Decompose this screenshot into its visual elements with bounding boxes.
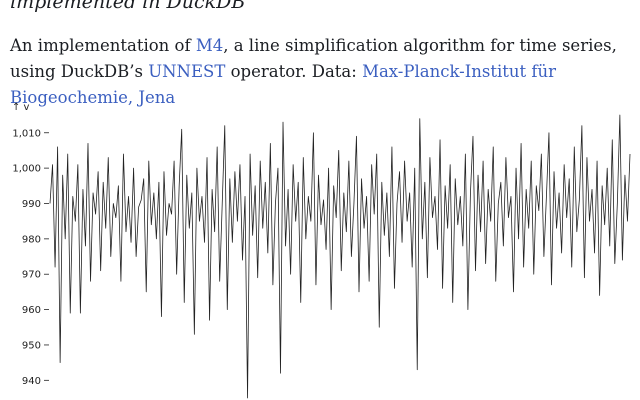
y-axis-label: ↑ v bbox=[12, 102, 30, 113]
line-chart: ↑ v 940 950 960 970 980 990 1,000 1,010 bbox=[12, 102, 631, 399]
y-tick: 1,000 bbox=[12, 164, 49, 175]
y-tick: 990 bbox=[22, 199, 49, 210]
chart-description: An implementation of M4, a line simplifi… bbox=[10, 33, 635, 111]
m4-link[interactable]: M4 bbox=[195, 36, 224, 55]
y-tick: 970 bbox=[22, 270, 49, 281]
y-axis: 940 950 960 970 980 990 1,000 1,010 bbox=[12, 128, 49, 387]
y-tick-label: 970 bbox=[22, 270, 41, 281]
y-tick: 960 bbox=[22, 305, 49, 316]
series-line bbox=[49, 114, 631, 399]
description-text-3: operator. Data: bbox=[225, 62, 363, 81]
description-text-1: An implementation of bbox=[10, 36, 196, 55]
y-tick-label: 980 bbox=[22, 234, 41, 245]
unnest-link[interactable]: UNNEST bbox=[148, 62, 226, 81]
description-text-2: , a line simplification algorithm for ti… bbox=[10, 36, 617, 81]
y-tick: 980 bbox=[22, 234, 49, 245]
y-tick-label: 1,010 bbox=[12, 128, 41, 139]
y-tick: 940 bbox=[22, 376, 49, 387]
y-tick-label: 940 bbox=[22, 376, 41, 387]
y-tick-label: 950 bbox=[22, 340, 41, 351]
y-tick-label: 1,000 bbox=[12, 164, 41, 175]
y-tick: 1,010 bbox=[12, 128, 49, 139]
chart-subtitle: implemented in DuckDB bbox=[10, 0, 246, 13]
y-tick: 950 bbox=[22, 340, 49, 351]
y-tick-label: 960 bbox=[22, 305, 41, 316]
data-source-link[interactable]: Max-Planck-Institut für Biogeochemie, Je… bbox=[10, 62, 557, 107]
y-tick-label: 990 bbox=[22, 199, 41, 210]
